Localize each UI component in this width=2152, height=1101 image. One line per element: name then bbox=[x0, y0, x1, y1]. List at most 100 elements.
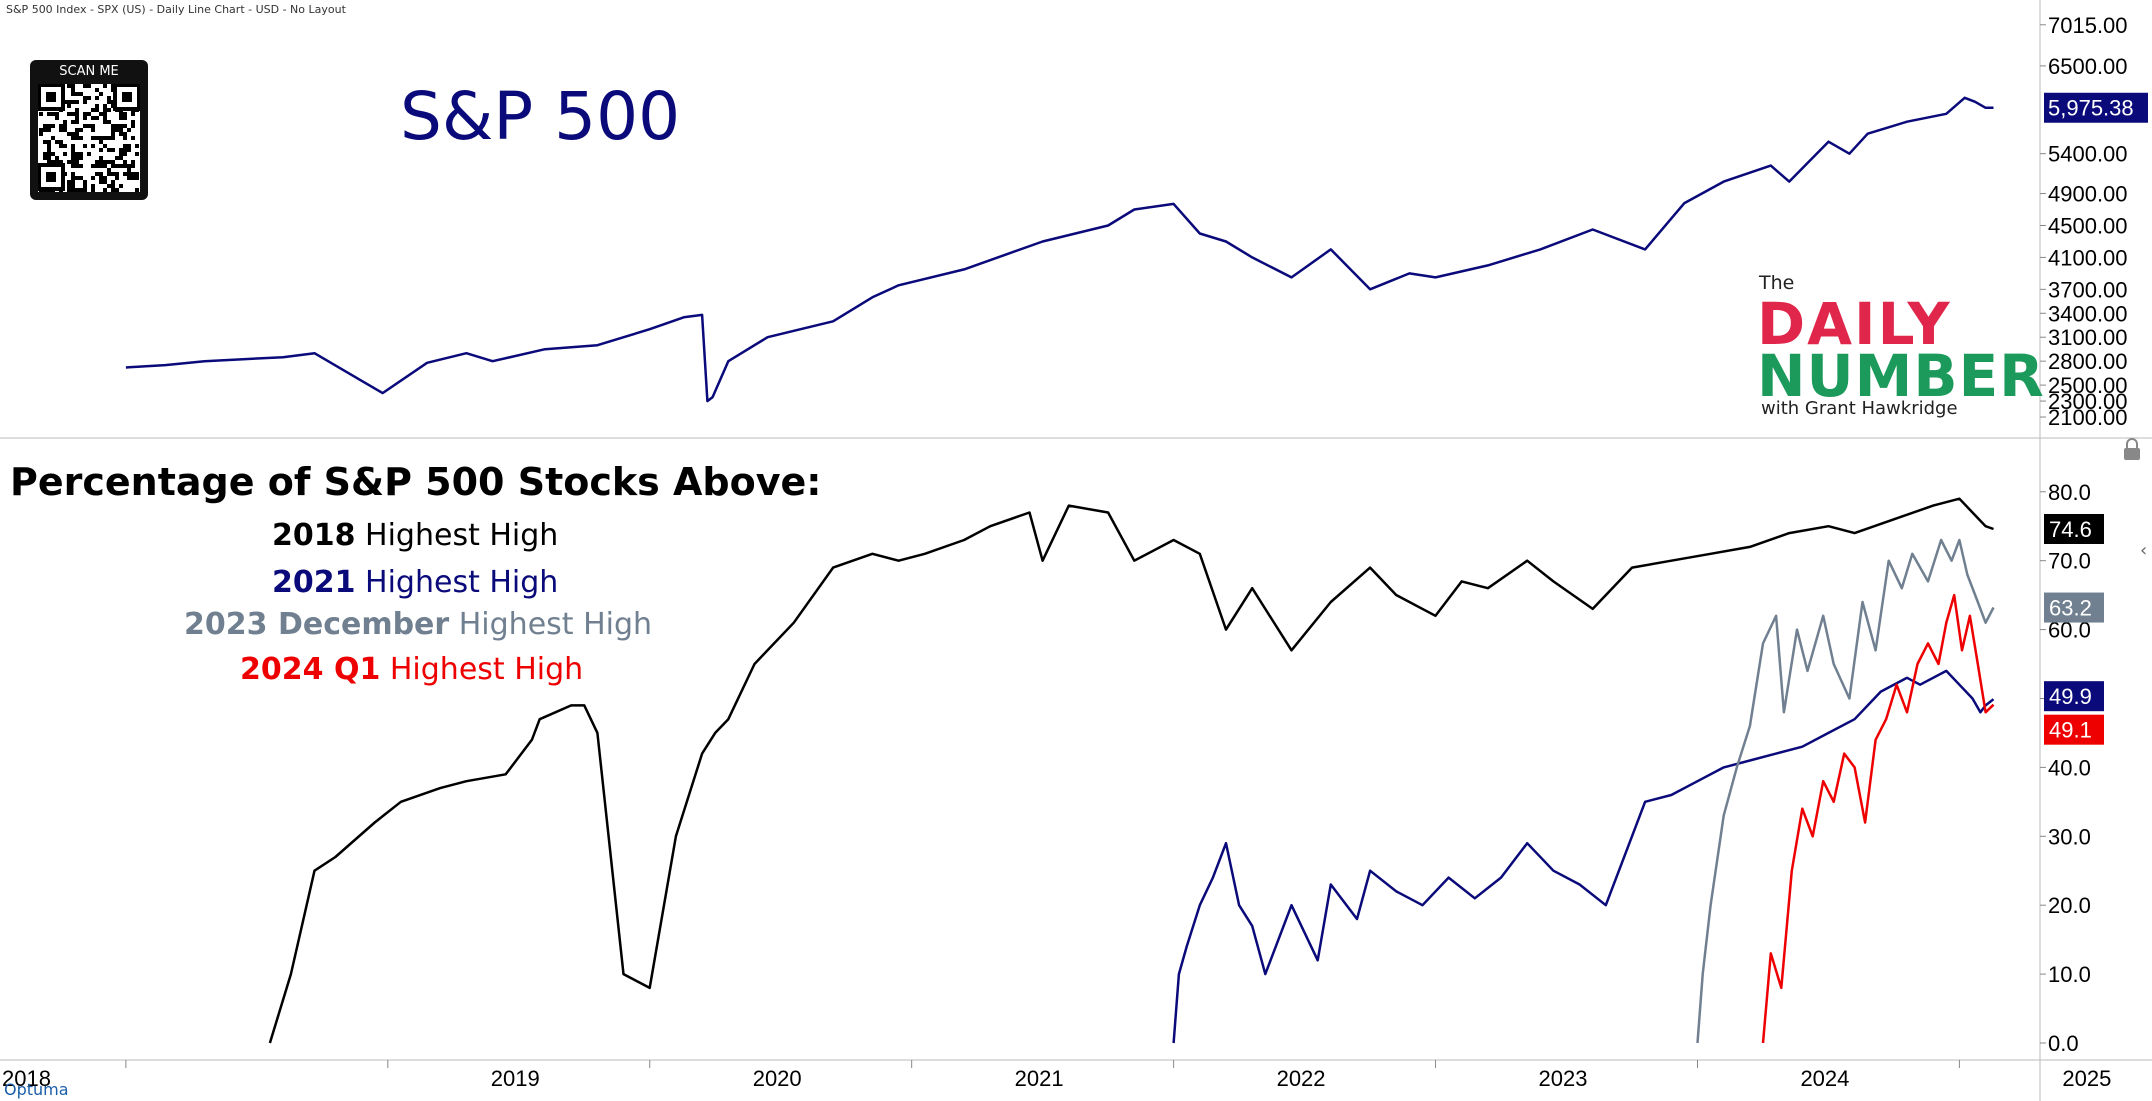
qr-module bbox=[83, 112, 87, 116]
qr-module bbox=[75, 132, 79, 136]
breadth-tick-label: 20.0 bbox=[2048, 893, 2091, 918]
sp500-tick-label: 2300.00 bbox=[2048, 389, 2128, 414]
qr-module bbox=[115, 156, 119, 160]
qr-code[interactable]: SCAN ME bbox=[30, 60, 148, 200]
qr-module bbox=[123, 112, 127, 116]
qr-module bbox=[51, 136, 55, 140]
qr-module bbox=[99, 112, 103, 116]
qr-module bbox=[71, 132, 75, 136]
qr-module bbox=[99, 148, 103, 152]
sp500-tick-label: 2800.00 bbox=[2048, 349, 2128, 374]
sp500-tick-label: 4100.00 bbox=[2048, 245, 2128, 270]
legend-2023-bold: 2023 December bbox=[184, 607, 450, 642]
qr-module bbox=[115, 188, 119, 192]
sp500-last-badge bbox=[2044, 92, 2148, 123]
qr-module bbox=[43, 124, 47, 128]
qr-module bbox=[119, 152, 123, 156]
qr-module bbox=[91, 164, 95, 168]
qr-module bbox=[59, 160, 63, 164]
qr-module bbox=[75, 136, 79, 140]
qr-module bbox=[91, 188, 95, 192]
qr-module bbox=[135, 188, 139, 192]
qr-module bbox=[135, 144, 139, 148]
qr-module bbox=[123, 148, 127, 152]
qr-module bbox=[67, 100, 71, 104]
qr-module bbox=[75, 156, 79, 160]
sp500-last-label: 5,975.38 bbox=[2048, 96, 2134, 121]
breadth-y-axis: 80.070.060.050.040.030.020.010.00.074.66… bbox=[2040, 480, 2104, 1056]
qr-module bbox=[103, 188, 107, 192]
qr-module bbox=[91, 136, 95, 140]
x-tick-label: 2022 bbox=[1277, 1066, 1326, 1091]
optuma-brand: Optuma bbox=[4, 1080, 69, 1099]
qr-module bbox=[75, 152, 79, 156]
qr-module bbox=[71, 176, 75, 180]
qr-module bbox=[63, 128, 67, 132]
qr-module bbox=[71, 88, 75, 92]
collapse-arrow-icon[interactable]: ‹ bbox=[2140, 540, 2147, 561]
qr-module bbox=[119, 124, 123, 128]
qr-module bbox=[95, 172, 99, 176]
qr-module bbox=[111, 164, 115, 168]
x-tick-label: 2021 bbox=[1015, 1066, 1064, 1091]
qr-module bbox=[63, 152, 67, 156]
qr-module bbox=[59, 140, 63, 144]
x-tick-label: 2024 bbox=[1800, 1066, 1849, 1091]
qr-caption: SCAN ME bbox=[59, 64, 119, 79]
legend-2018-rest: Highest High bbox=[355, 518, 559, 553]
qr-module bbox=[123, 172, 127, 176]
daily-number-logo: The DAILY NUMBER with Grant Hawkridge bbox=[1755, 272, 2044, 422]
qr-module bbox=[87, 152, 91, 156]
breadth-tick-label: 30.0 bbox=[2048, 824, 2091, 849]
lock-icon[interactable] bbox=[2124, 438, 2140, 460]
qr-module bbox=[119, 156, 123, 160]
qr-module bbox=[99, 176, 103, 180]
qr-module bbox=[47, 144, 51, 148]
series-2018-line bbox=[268, 497, 1994, 1044]
qr-module bbox=[91, 128, 95, 132]
qr-module bbox=[103, 84, 107, 88]
qr-module bbox=[51, 124, 55, 128]
qr-module bbox=[107, 100, 111, 104]
qr-module bbox=[55, 160, 59, 164]
qr-module bbox=[87, 124, 91, 128]
qr-module bbox=[111, 128, 115, 132]
qr-module bbox=[71, 160, 75, 164]
qr-module bbox=[47, 112, 51, 116]
qr-module bbox=[79, 176, 83, 180]
qr-module bbox=[103, 180, 107, 184]
qr-module bbox=[91, 116, 95, 120]
logo-number: NUMBER bbox=[1757, 342, 2045, 410]
qr-module bbox=[103, 164, 107, 168]
qr-module bbox=[111, 132, 115, 136]
series-2024-q1-line bbox=[1761, 593, 1995, 1044]
qr-module bbox=[107, 136, 111, 140]
qr-module bbox=[99, 92, 103, 96]
x-axis: 2018 2019 2020 2021 2022 2023 2024 2025 bbox=[2, 1060, 2111, 1091]
qr-module bbox=[39, 132, 43, 136]
qr-module bbox=[99, 180, 103, 184]
qr-module bbox=[111, 184, 115, 188]
legend-2018-bold: 2018 bbox=[272, 518, 356, 553]
qr-module bbox=[115, 176, 119, 180]
qr-module bbox=[79, 156, 83, 160]
breadth-tick-label: 10.0 bbox=[2048, 962, 2091, 987]
chart-header: S&P 500 Index - SPX (US) - Daily Line Ch… bbox=[6, 3, 346, 16]
last-value-label: 49.9 bbox=[2049, 684, 2092, 709]
qr-module bbox=[87, 112, 91, 116]
qr-module bbox=[67, 160, 71, 164]
sp500-tick-label: 7015.00 bbox=[2048, 13, 2128, 38]
sp500-tick-label: 3100.00 bbox=[2048, 325, 2128, 350]
qr-module bbox=[107, 184, 111, 188]
qr-module bbox=[79, 188, 83, 192]
qr-module bbox=[111, 136, 115, 140]
qr-module bbox=[71, 144, 75, 148]
qr-module bbox=[123, 164, 127, 168]
qr-module bbox=[39, 128, 43, 132]
qr-module bbox=[51, 112, 55, 116]
qr-module bbox=[47, 128, 51, 132]
qr-module bbox=[67, 184, 71, 188]
qr-module bbox=[79, 128, 83, 132]
qr-module bbox=[67, 188, 71, 192]
qr-finder-center bbox=[46, 172, 56, 182]
